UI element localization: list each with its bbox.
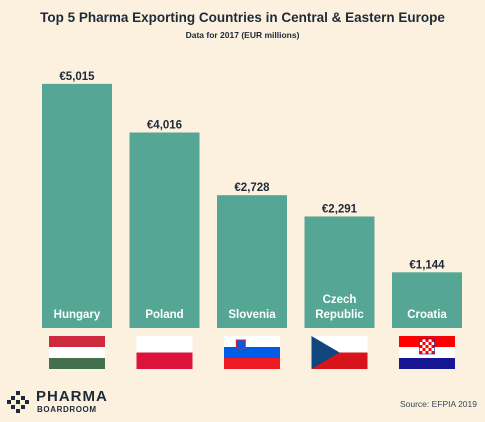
- bar-value-label: €2,728: [234, 182, 270, 194]
- bar-category-label: Croatia: [407, 309, 447, 321]
- chart-subtitle: Data for 2017 (EUR millions): [185, 30, 300, 40]
- source-note: Source: EFPIA 2019: [399, 399, 477, 409]
- chart-title: Top 5 Pharma Exporting Countries in Cent…: [40, 10, 445, 25]
- bar-value-label: €4,016: [147, 120, 182, 132]
- bar-value-label: €1,144: [409, 259, 445, 271]
- pharma-boardroom-logo: PHARMA BOARDROOM: [6, 388, 156, 418]
- bar-category-label: Hungary: [54, 309, 101, 321]
- chart-bar: [304, 216, 375, 328]
- bar-value-label: €2,291: [322, 203, 358, 215]
- bar-category-label: Slovenia: [228, 309, 276, 321]
- chart-bar: [129, 132, 200, 328]
- bar-category-label: Republic: [315, 309, 364, 321]
- czech-flag-icon: [311, 336, 368, 369]
- logo-text-pharma: PHARMA: [36, 388, 108, 405]
- chart-bar: [42, 83, 112, 328]
- croatia-flag-icon: [399, 336, 455, 369]
- logo-text-boardroom: BOARDROOM: [37, 405, 97, 414]
- slovenia-flag-icon: [224, 336, 280, 369]
- bar-category-label: Czech: [323, 294, 357, 306]
- poland-flag-icon: [136, 336, 193, 369]
- bar-category-label: Poland: [145, 309, 183, 321]
- bar-value-label: €5,015: [59, 71, 95, 83]
- logo-mark-icon: [7, 391, 29, 413]
- hungary-flag-icon: [49, 336, 105, 369]
- chart-bar: [217, 195, 287, 328]
- chart-bar: [392, 272, 462, 328]
